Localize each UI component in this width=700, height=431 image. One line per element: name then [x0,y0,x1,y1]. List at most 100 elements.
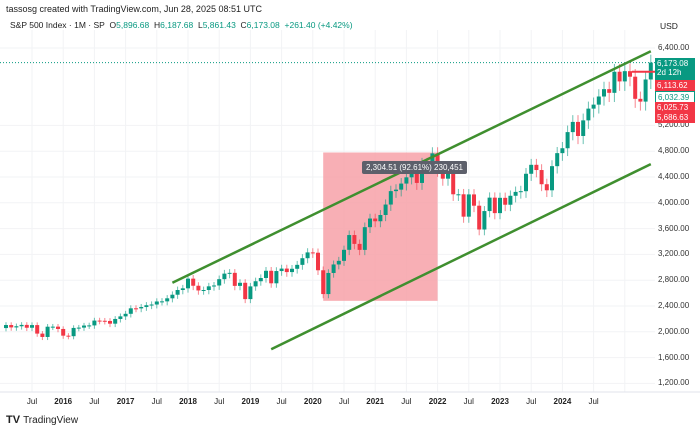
price-label-d: 5,686.63 [655,112,695,123]
candle-body [102,320,107,322]
candle-body [134,308,138,310]
candle-body [440,169,445,179]
candle-body [108,320,112,324]
x-axis-label: 2019 [241,397,260,406]
candle-body [394,189,398,192]
candle-body [180,288,185,291]
x-axis-label: 2016 [54,397,73,406]
candle-body [357,243,362,250]
candle-body [66,335,71,337]
candle-body [607,89,612,93]
candle-body [305,252,310,259]
candle-body [40,333,45,337]
candle-body [139,307,144,309]
candle-body [258,278,263,282]
high-value: 6,187.68 [160,20,194,30]
x-axis-label: Jul [89,397,100,406]
high-label: H [154,20,161,30]
candle-body [555,153,560,167]
candle-body [45,326,50,337]
candle-body [596,96,601,105]
symbol-name[interactable]: S&P 500 Index · 1M · SP [10,20,105,30]
candle-body [368,218,372,228]
candle-body [217,279,222,286]
candle-body [487,197,492,212]
candle-body [602,89,606,97]
candle-body [279,268,284,272]
currency-label[interactable]: USD [660,21,678,31]
candle-body [24,324,29,328]
candle-body [586,108,591,121]
candle-body [87,325,92,327]
y-axis-label: 6,400.00 [658,43,690,52]
candle-body [373,218,378,222]
candle-body [352,235,357,244]
candle-body [113,318,118,324]
candle-body [61,328,66,336]
candle-body [518,191,523,193]
candle-body [30,325,34,328]
candle-body [118,316,123,319]
last-price-label: 6,173.08 2d 12h [655,58,695,80]
candle-body [472,194,476,206]
candle-body [154,301,159,305]
candle-body [534,164,539,171]
y-axis-label: 4,400.00 [658,172,690,181]
tradingview-logo[interactable]: TV TradingView [6,414,78,426]
candle-body [222,273,227,280]
candle-body [477,205,482,230]
x-axis-label: Jul [26,397,38,406]
candle-body [149,304,154,306]
candle-body [451,168,456,195]
candle-body [550,166,554,191]
candle-body [227,272,232,274]
candle-body [295,264,300,269]
candle-body [284,268,289,273]
candle-body [238,282,242,286]
price-label-c: 6,025.73 [655,102,695,113]
channel-lower-line [270,162,652,351]
x-axis-label: Jul [276,397,287,406]
candle-body [591,104,596,109]
candle-body [76,327,81,329]
x-axis-label: 2021 [366,397,385,406]
last-price: 6,173.08 [657,59,689,68]
candle-body [638,98,643,102]
x-axis-label: 2023 [491,397,509,406]
x-axis-label: 2024 [553,397,572,406]
candle-body [383,204,388,215]
measure-tooltip: 2,304.51 (92.61%) 230,451 [362,161,467,174]
y-axis-label: 5,200.00 [658,120,690,130]
candle-body [404,177,409,184]
y-axis-label: 4,000.00 [658,197,690,207]
open-value: 5,896.68 [116,20,150,30]
x-axis-label: Jul [526,397,537,406]
candle-body [399,183,404,190]
candle-body [503,197,508,205]
candle-body [160,301,164,303]
candle-body [622,71,627,82]
candle-body [570,121,575,133]
y-axis-label: 2,400.00 [658,301,690,310]
candle-body [92,320,97,326]
brand-name: TradingView [23,414,79,426]
x-axis-label: Jul [588,397,599,406]
y-axis-label: 2,000.00 [658,326,690,336]
candle-body [186,278,190,289]
candle-body [388,191,393,205]
candle-body [35,325,40,334]
candle-body [50,326,55,328]
candle-body [123,313,128,317]
candle-body [201,290,206,292]
candle-body [316,252,320,271]
candle-body [71,327,76,337]
candle-body [633,76,638,99]
candle-body [4,325,8,329]
candle-body [560,148,565,154]
candle-body [461,194,466,217]
x-axis-label: Jul [214,397,225,406]
y-axis-label: 1,600.00 [658,352,690,362]
candle-body [269,270,274,284]
y-axis-label: 2,800.00 [658,275,690,285]
